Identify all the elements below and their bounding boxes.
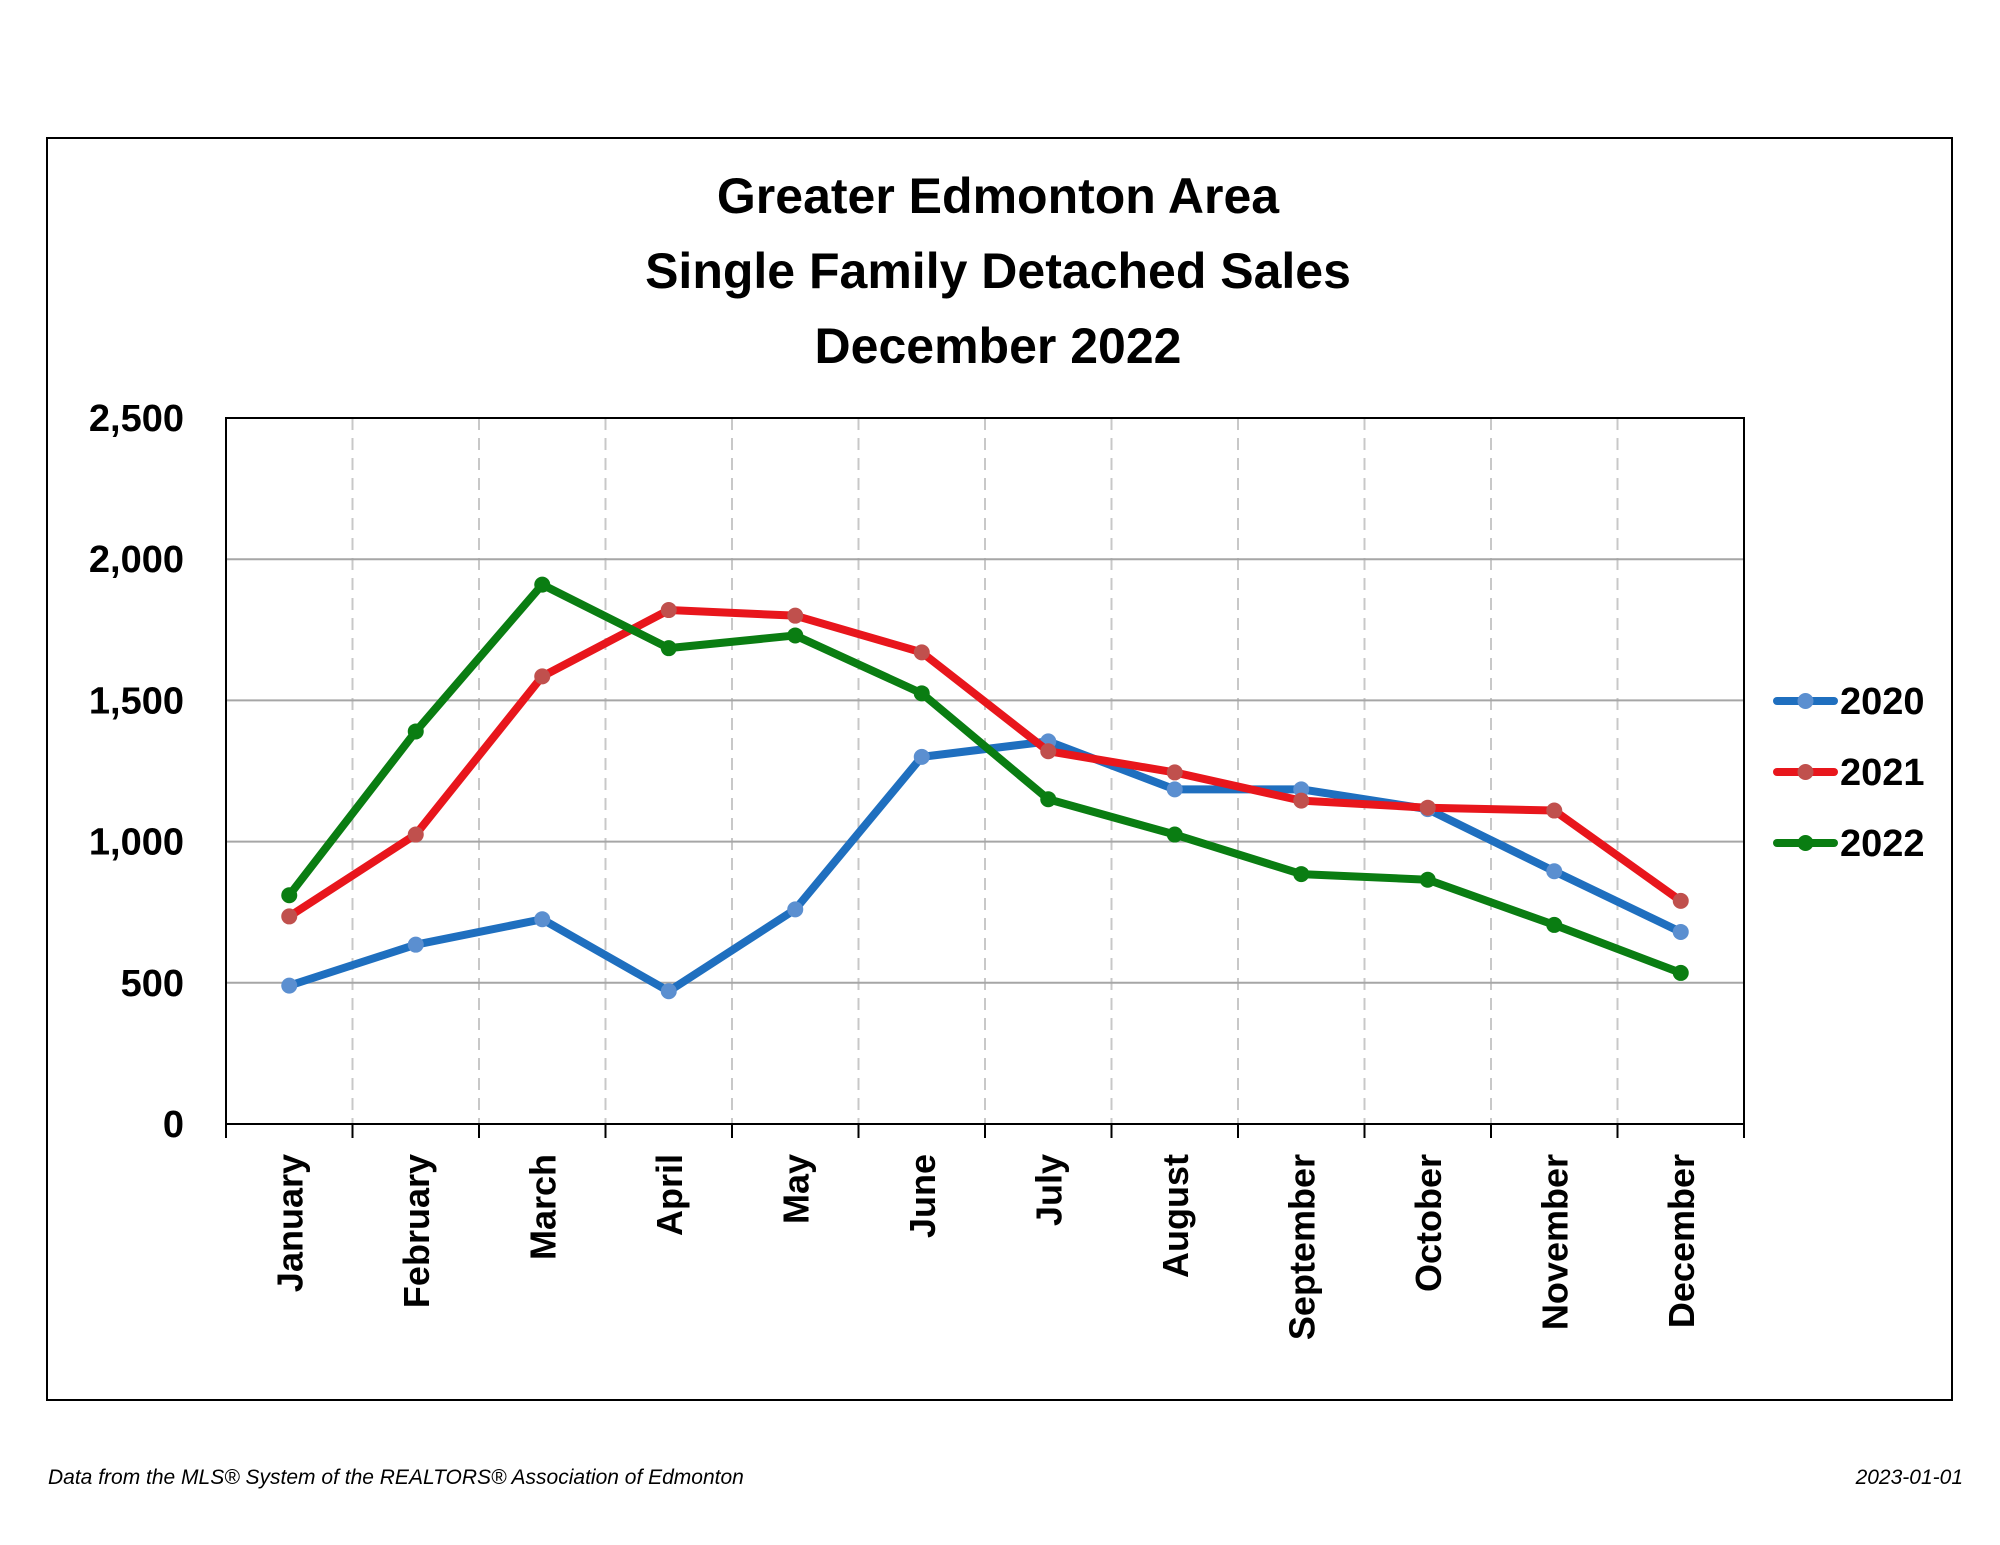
legend: 2020 2021 2022 — [1773, 681, 1925, 865]
series-lines — [281, 576, 1689, 1000]
data-point — [1293, 866, 1310, 883]
legend-label: 2020 — [1840, 681, 1925, 723]
data-point — [913, 685, 930, 702]
x-tick-label: August — [1155, 1154, 1196, 1278]
chart-title-line-3: December 2022 — [815, 318, 1182, 374]
y-tick-label: 2,500 — [89, 398, 184, 440]
y-tick-label: 1,000 — [89, 822, 184, 864]
data-point — [281, 887, 298, 904]
data-point — [1672, 892, 1689, 909]
x-axis: January February March April May June July Augu… — [225, 1124, 1745, 1340]
data-point — [1546, 916, 1563, 933]
legend-item-2022: 2022 — [1773, 823, 1925, 865]
data-point — [913, 644, 930, 661]
legend-marker — [1797, 764, 1814, 780]
legend-item-2021: 2021 — [1773, 752, 1925, 794]
data-point — [281, 908, 298, 925]
data-point — [660, 983, 677, 1000]
data-point — [1040, 791, 1057, 808]
legend-marker — [1797, 693, 1814, 709]
legend-item-2020: 2020 — [1773, 681, 1925, 723]
x-tick-label: November — [1534, 1154, 1575, 1330]
data-point — [1293, 792, 1310, 809]
x-tick-label: June — [902, 1154, 943, 1238]
x-tick-label: December — [1661, 1154, 1702, 1328]
data-point — [1419, 799, 1436, 816]
data-point — [1040, 743, 1057, 760]
data-point — [1166, 781, 1183, 798]
x-tick-label: October — [1408, 1154, 1449, 1292]
data-point — [1293, 781, 1310, 798]
data-point — [534, 576, 551, 593]
legend-label: 2022 — [1840, 823, 1925, 865]
data-point — [281, 977, 298, 994]
series-2022 — [281, 576, 1689, 981]
chart-title-line-1: Greater Edmonton Area — [717, 168, 1280, 224]
data-point — [1166, 826, 1183, 843]
data-point — [534, 911, 551, 928]
y-tick-label: 2,000 — [89, 539, 184, 581]
series-line — [285, 580, 1685, 977]
data-point — [1672, 923, 1689, 940]
data-point — [534, 668, 551, 685]
x-tick-label: February — [396, 1154, 437, 1308]
y-tick-label: 0 — [163, 1104, 184, 1146]
footer-source-note: Data from the MLS® System of the REALTOR… — [48, 1466, 744, 1489]
data-point — [1546, 802, 1563, 819]
series-line — [285, 606, 1685, 921]
data-point — [1546, 863, 1563, 880]
chart-title-line-2: Single Family Detached Sales — [645, 243, 1351, 299]
x-tick-label: January — [269, 1154, 310, 1292]
data-point — [660, 640, 677, 657]
data-point — [1166, 764, 1183, 781]
data-point — [407, 826, 424, 843]
data-point — [407, 936, 424, 953]
legend-label: 2021 — [1840, 752, 1925, 794]
data-point — [1419, 871, 1436, 888]
footer-date: 2023-01-01 — [1855, 1466, 1963, 1489]
x-tick-label: March — [522, 1154, 563, 1260]
x-tick-label: May — [775, 1154, 816, 1224]
y-axis: 0 500 1,000 1,500 2,000 2,500 — [89, 398, 184, 1146]
data-point — [660, 602, 677, 619]
x-tick-label: April — [649, 1154, 690, 1236]
data-point — [787, 901, 804, 918]
chart-frame — [46, 137, 1953, 1401]
x-tick-label: July — [1028, 1154, 1069, 1226]
data-point — [407, 723, 424, 740]
legend-marker — [1797, 835, 1814, 851]
series-2021 — [281, 602, 1689, 925]
data-point — [787, 627, 804, 644]
y-tick-label: 500 — [121, 963, 184, 1005]
data-point — [1672, 964, 1689, 981]
x-tick-label: September — [1281, 1154, 1322, 1340]
y-tick-label: 1,500 — [89, 680, 184, 722]
data-point — [913, 748, 930, 765]
data-point — [787, 607, 804, 624]
